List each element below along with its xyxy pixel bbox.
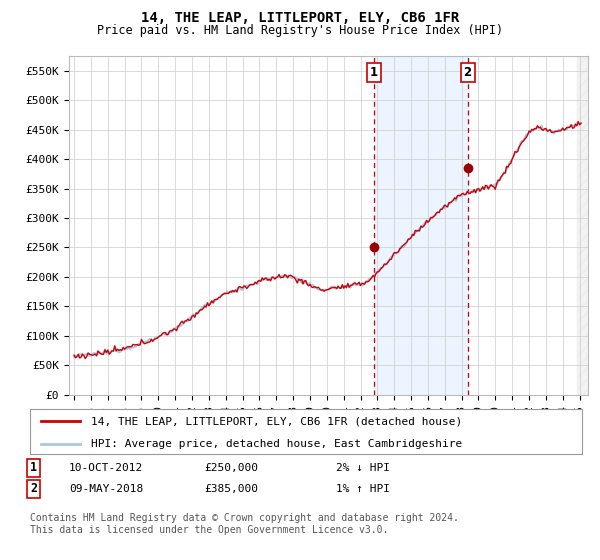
Bar [577,56,588,395]
Text: 1: 1 [30,461,37,474]
Text: 09-MAY-2018: 09-MAY-2018 [69,484,143,494]
Text: 2: 2 [464,66,472,79]
Text: 2% ↓ HPI: 2% ↓ HPI [336,463,390,473]
Text: 2: 2 [30,482,37,496]
Text: HPI: Average price, detached house, East Cambridgeshire: HPI: Average price, detached house, East… [91,438,462,449]
Text: £385,000: £385,000 [204,484,258,494]
Text: £250,000: £250,000 [204,463,258,473]
Text: 14, THE LEAP, LITTLEPORT, ELY, CB6 1FR (detached house): 14, THE LEAP, LITTLEPORT, ELY, CB6 1FR (… [91,416,462,426]
Text: Contains HM Land Registry data © Crown copyright and database right 2024.
This d: Contains HM Land Registry data © Crown c… [30,513,459,535]
Text: 14, THE LEAP, LITTLEPORT, ELY, CB6 1FR: 14, THE LEAP, LITTLEPORT, ELY, CB6 1FR [141,11,459,25]
Bar [374,56,467,395]
Text: 1: 1 [370,66,378,79]
Text: 1% ↑ HPI: 1% ↑ HPI [336,484,390,494]
Text: 10-OCT-2012: 10-OCT-2012 [69,463,143,473]
Text: Price paid vs. HM Land Registry's House Price Index (HPI): Price paid vs. HM Land Registry's House … [97,24,503,36]
